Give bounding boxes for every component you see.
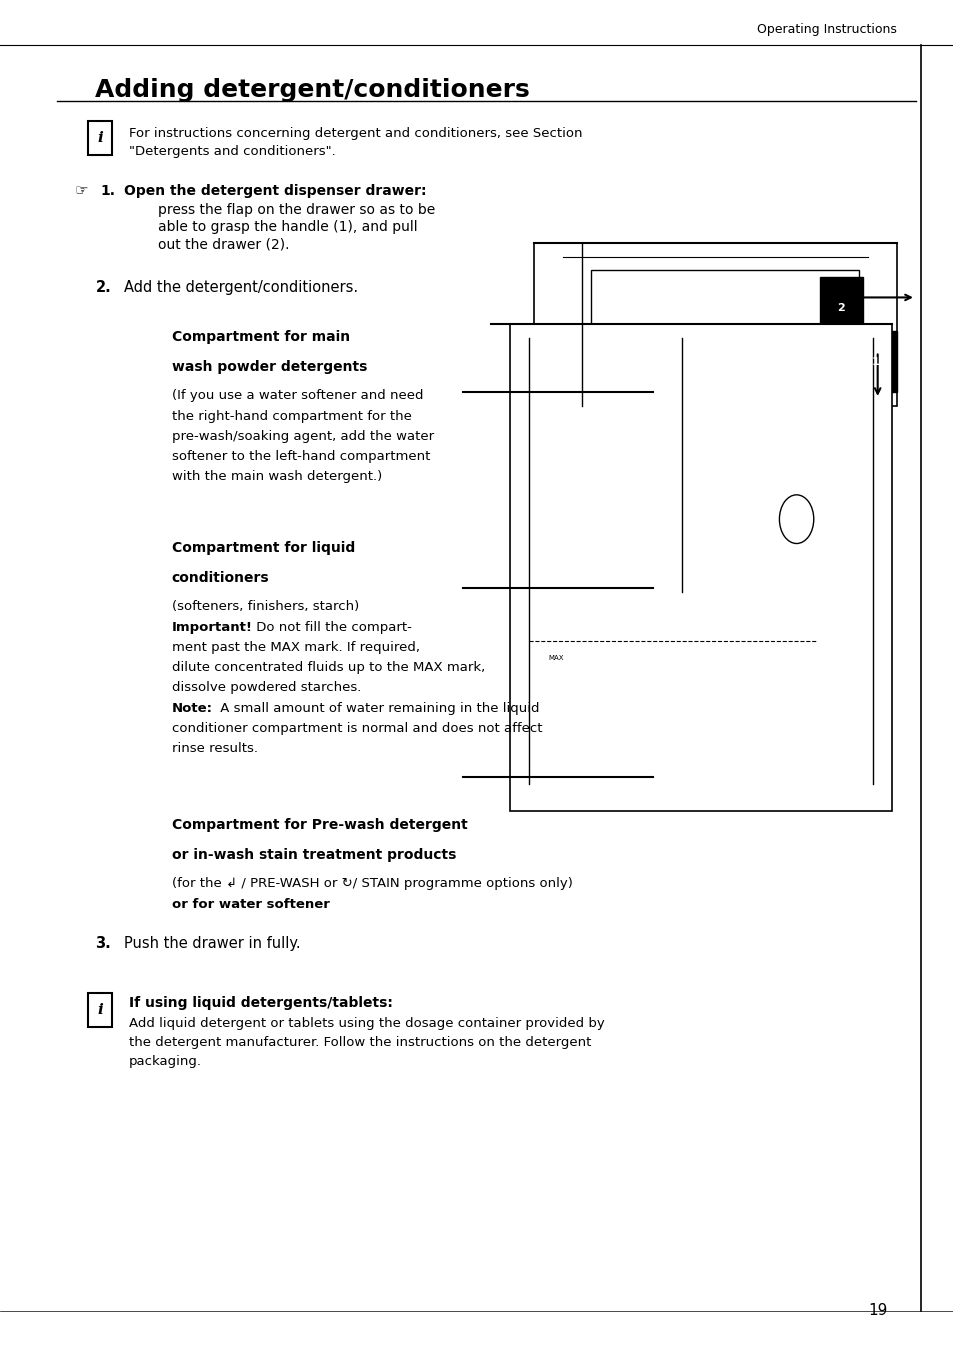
Bar <box>510 324 891 811</box>
Text: able to grasp the handle (1), and pull: able to grasp the handle (1), and pull <box>158 220 417 234</box>
FancyBboxPatch shape <box>89 120 112 154</box>
Text: For instructions concerning detergent and conditioners, see Section: For instructions concerning detergent an… <box>129 127 581 141</box>
Text: Push the drawer in fully.: Push the drawer in fully. <box>124 936 300 950</box>
Text: 2.: 2. <box>95 280 112 295</box>
Text: Important!: Important! <box>172 621 253 634</box>
Text: Note:: Note: <box>172 702 213 715</box>
Text: dissolve powdered starches.: dissolve powdered starches. <box>172 681 361 695</box>
Bar <box>534 243 896 406</box>
Text: conditioners: conditioners <box>172 571 269 584</box>
FancyBboxPatch shape <box>820 277 862 338</box>
Text: ☞: ☞ <box>74 184 88 199</box>
Text: Adding detergent/conditioners: Adding detergent/conditioners <box>95 78 530 103</box>
Text: pre-wash/soaking agent, add the water: pre-wash/soaking agent, add the water <box>172 430 434 443</box>
Text: "Detergents and conditioners".: "Detergents and conditioners". <box>129 145 335 158</box>
Text: packaging.: packaging. <box>129 1055 202 1068</box>
Text: conditioner compartment is normal and does not affect: conditioner compartment is normal and do… <box>172 722 541 735</box>
Text: rinse results.: rinse results. <box>172 742 257 756</box>
Text: A small amount of water remaining in the liquid: A small amount of water remaining in the… <box>215 702 538 715</box>
Text: 3.: 3. <box>95 936 112 950</box>
Text: 2: 2 <box>837 303 844 314</box>
Text: If using liquid detergents/tablets:: If using liquid detergents/tablets: <box>129 996 393 1010</box>
Text: or for water softener: or for water softener <box>172 898 329 911</box>
Text: Add the detergent/conditioners.: Add the detergent/conditioners. <box>124 280 357 295</box>
Text: MAX: MAX <box>548 656 563 661</box>
Text: out the drawer (2).: out the drawer (2). <box>158 238 290 251</box>
Text: Open the detergent dispenser drawer:: Open the detergent dispenser drawer: <box>124 184 426 197</box>
Text: wash powder detergents: wash powder detergents <box>172 360 367 373</box>
Text: Operating Instructions: Operating Instructions <box>756 23 896 37</box>
Text: 19: 19 <box>867 1303 886 1318</box>
FancyBboxPatch shape <box>853 331 896 392</box>
Text: Compartment for main: Compartment for main <box>172 330 350 343</box>
Text: Compartment for Pre-wash detergent: Compartment for Pre-wash detergent <box>172 818 467 831</box>
Text: ment past the MAX mark. If required,: ment past the MAX mark. If required, <box>172 641 419 654</box>
Text: dilute concentrated fluids up to the MAX mark,: dilute concentrated fluids up to the MAX… <box>172 661 484 675</box>
Text: the detergent manufacturer. Follow the instructions on the detergent: the detergent manufacturer. Follow the i… <box>129 1036 591 1049</box>
Text: 1: 1 <box>871 357 879 368</box>
Text: press the flap on the drawer so as to be: press the flap on the drawer so as to be <box>158 203 436 216</box>
Text: softener to the left-hand compartment: softener to the left-hand compartment <box>172 450 430 464</box>
Text: (softeners, finishers, starch): (softeners, finishers, starch) <box>172 600 358 614</box>
Bar <box>591 270 858 392</box>
Text: 1.: 1. <box>100 184 115 197</box>
Text: the right-hand compartment for the: the right-hand compartment for the <box>172 410 411 423</box>
Text: (If you use a water softener and need: (If you use a water softener and need <box>172 389 423 403</box>
Text: with the main wash detergent.): with the main wash detergent.) <box>172 470 381 484</box>
Text: (for the ↲ / PRE-WASH or ↻/ STAIN programme options only): (for the ↲ / PRE-WASH or ↻/ STAIN progra… <box>172 877 572 891</box>
Text: Do not fill the compart-: Do not fill the compart- <box>252 621 412 634</box>
Text: or in-wash stain treatment products: or in-wash stain treatment products <box>172 848 456 861</box>
Text: Compartment for liquid: Compartment for liquid <box>172 541 355 554</box>
Text: i: i <box>97 131 103 145</box>
Text: Add liquid detergent or tablets using the dosage container provided by: Add liquid detergent or tablets using th… <box>129 1017 604 1030</box>
Text: i: i <box>97 1003 103 1017</box>
FancyBboxPatch shape <box>89 992 112 1028</box>
